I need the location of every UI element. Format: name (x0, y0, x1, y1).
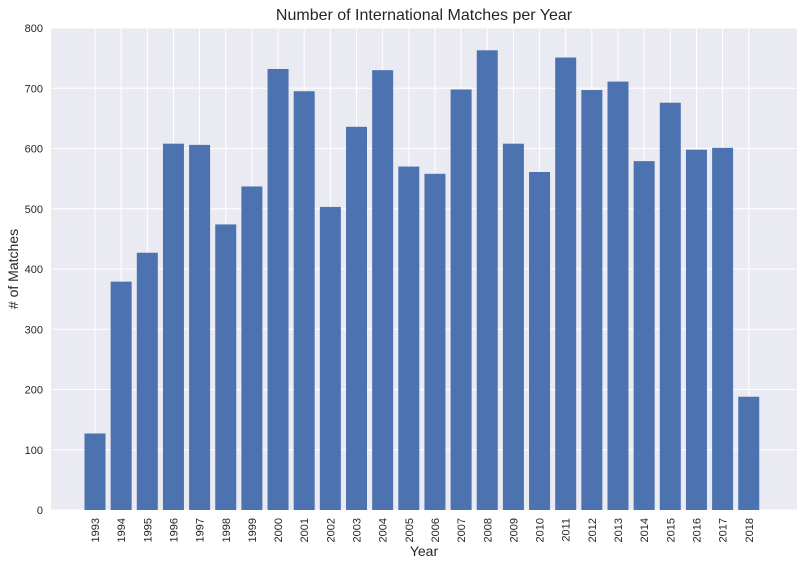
y-tick-label: 600 (25, 144, 43, 156)
bar-1994 (110, 281, 132, 510)
bar-1997 (189, 144, 211, 510)
bar-2012 (581, 90, 603, 511)
y-tick-label: 400 (25, 264, 43, 276)
x-tick-label: 2015 (665, 518, 677, 542)
x-tick-label: 1997 (195, 518, 207, 542)
x-tick-label: 1995 (142, 518, 154, 542)
bar-2007 (450, 89, 472, 510)
bar-2002 (319, 206, 341, 510)
bar-2004 (372, 70, 394, 511)
y-tick-label: 300 (25, 324, 43, 336)
x-tick-label: 2003 (352, 518, 364, 542)
x-tick-label: 2002 (325, 518, 337, 542)
x-tick-label: 2009 (508, 518, 520, 542)
bar-1993 (84, 433, 106, 510)
x-tick-label: 2007 (456, 518, 468, 542)
y-tick-label: 800 (25, 23, 43, 35)
bars (84, 50, 760, 511)
y-tick-label: 0 (37, 505, 43, 517)
x-tick-labels: 1993 1994 1995 1996 1997 1998 1999 2000 2001 2002… (90, 518, 756, 542)
bar-2013 (607, 81, 629, 510)
x-tick-label: 2005 (404, 518, 416, 542)
bar-2003 (346, 126, 367, 510)
x-tick-label: 2006 (430, 518, 442, 542)
x-axis-label: Year (410, 543, 439, 559)
x-tick-label: 2013 (613, 518, 625, 542)
bar-1998 (215, 224, 237, 511)
y-tick-labels: 0 100 200 300 400 500 600 700 800 (25, 23, 43, 517)
x-tick-label: 2000 (273, 518, 285, 542)
bar-2010 (529, 171, 551, 510)
x-tick-label: 2004 (378, 518, 390, 542)
x-tick-label: 2014 (639, 518, 651, 542)
bar-2000 (267, 68, 289, 510)
chart-title: Number of International Matches per Year (276, 7, 573, 24)
x-tick-label: 2001 (299, 518, 311, 542)
x-tick-label: 1996 (168, 518, 180, 542)
x-tick-label: 1994 (116, 518, 128, 542)
x-tick-label: 2008 (482, 518, 494, 542)
bar-2011 (555, 57, 577, 511)
y-tick-label: 700 (25, 83, 43, 95)
x-tick-label: 2012 (587, 518, 599, 542)
x-tick-label: 1993 (90, 518, 102, 542)
bar-2009 (502, 143, 524, 510)
bar-2005 (398, 166, 420, 510)
x-tick-label: 1998 (221, 518, 233, 542)
bar-1995 (136, 252, 158, 511)
x-tick-label: 2018 (744, 518, 756, 542)
bar-1996 (162, 143, 184, 510)
bar-2001 (293, 91, 315, 510)
x-tick-label: 2016 (691, 518, 703, 542)
x-tick-label: 2011 (561, 518, 573, 542)
x-tick-label: 2017 (718, 518, 730, 542)
bar-2014 (633, 161, 655, 510)
y-tick-label: 200 (25, 385, 43, 397)
bar-2017 (712, 147, 734, 510)
bar-1999 (241, 186, 263, 510)
x-tick-label: 1999 (247, 518, 259, 542)
bar-2008 (476, 50, 498, 510)
bar-2006 (424, 173, 446, 510)
y-axis-label: # of Matches (5, 229, 21, 309)
bar-2015 (659, 102, 681, 511)
y-tick-label: 500 (25, 204, 43, 216)
y-tick-label: 100 (25, 445, 43, 457)
bar-2018 (738, 396, 760, 510)
bar-2016 (685, 149, 707, 510)
x-tick-label: 2010 (535, 518, 547, 542)
